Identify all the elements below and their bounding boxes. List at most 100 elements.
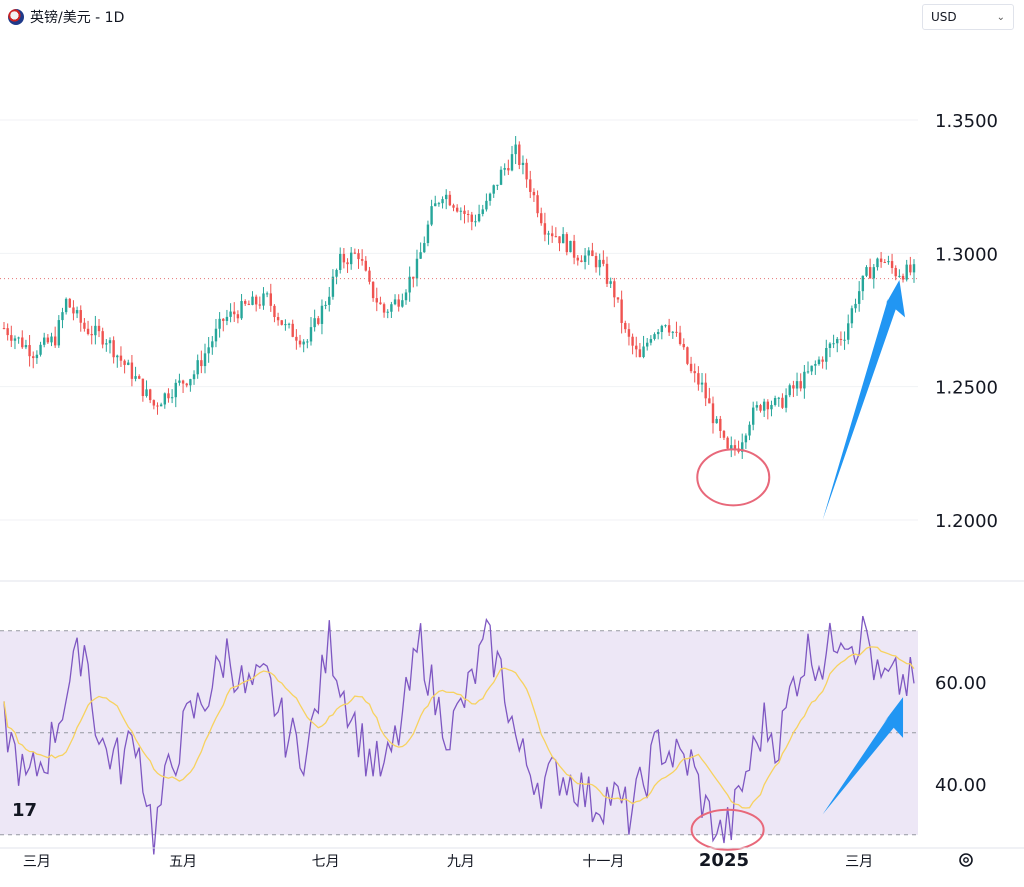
- candle-body: [836, 338, 839, 344]
- candle-body: [353, 252, 357, 254]
- time-axis-label: 三月: [23, 854, 51, 870]
- candle-body: [532, 191, 536, 196]
- candle-body: [507, 168, 510, 171]
- candle-body: [46, 337, 50, 343]
- time-axis-label: 五月: [169, 854, 197, 870]
- candle-body: [105, 343, 108, 345]
- candle-body: [777, 397, 780, 399]
- candle-body: [145, 389, 148, 397]
- candle-body: [631, 336, 634, 346]
- candle-body: [821, 359, 824, 362]
- candle-body: [181, 380, 185, 384]
- candle-body: [905, 264, 908, 280]
- candle-body: [254, 296, 258, 305]
- candle-body: [280, 320, 283, 325]
- candle-body: [57, 320, 61, 346]
- candle-body: [730, 445, 733, 449]
- candle-body: [269, 293, 272, 306]
- candle-body: [50, 336, 53, 343]
- candle-body: [419, 252, 422, 259]
- candle-body: [788, 385, 791, 396]
- candle-body: [825, 347, 828, 362]
- candle-body: [653, 334, 656, 339]
- candle-body: [569, 240, 572, 253]
- candle-body: [594, 256, 598, 268]
- candle-body: [61, 312, 64, 321]
- candle-body: [28, 345, 31, 357]
- candle-body: [627, 329, 631, 337]
- candle-body: [525, 162, 528, 180]
- candle-body: [233, 311, 236, 315]
- candle-body: [441, 199, 444, 204]
- candle-body: [404, 292, 408, 301]
- chart-header: 英镑/美元 - 1D: [8, 6, 124, 28]
- candle-body: [510, 154, 514, 171]
- candle-body: [408, 276, 411, 293]
- currency-flag-icon: [8, 9, 24, 25]
- candle-body: [185, 383, 188, 386]
- time-axis-label: 九月: [447, 854, 475, 870]
- candle-body: [346, 262, 349, 265]
- candle-body: [675, 331, 678, 333]
- candle-body: [872, 267, 875, 279]
- candle-body: [382, 304, 386, 313]
- candle-body: [298, 340, 302, 345]
- candle-body: [313, 318, 316, 328]
- candle-body: [192, 374, 196, 380]
- candle-body: [375, 298, 378, 303]
- candle-body: [499, 169, 503, 185]
- candle-body: [474, 221, 477, 223]
- candle-body: [810, 365, 813, 372]
- candle-body: [108, 340, 112, 344]
- candle-body: [792, 385, 795, 389]
- candle-body: [335, 269, 338, 277]
- candle-body: [320, 305, 324, 324]
- candle-body: [536, 195, 539, 214]
- low-circle-annotation: [696, 448, 771, 507]
- rsi-line: [3, 615, 915, 855]
- candle-body: [605, 263, 609, 284]
- candle-body: [773, 398, 777, 405]
- settings-gear-icon[interactable]: [956, 850, 976, 870]
- candle-body: [784, 395, 788, 408]
- candle-body: [426, 224, 430, 244]
- candle-body: [689, 363, 693, 372]
- candle-body: [331, 276, 335, 297]
- candle-body: [75, 310, 79, 314]
- candle-body: [561, 234, 565, 244]
- candle-body: [170, 397, 174, 399]
- candle-body: [503, 168, 506, 170]
- candle-body: [496, 184, 499, 186]
- candle-body: [24, 345, 28, 348]
- candle-body: [572, 240, 576, 258]
- candle-body: [814, 364, 817, 366]
- rsi-up-arrow-annotation: [822, 697, 904, 815]
- currency-select[interactable]: USD ⌄: [922, 4, 1014, 30]
- candle-body: [741, 442, 744, 452]
- candle-body: [123, 360, 126, 365]
- candle-body: [258, 304, 262, 306]
- candle-body: [262, 293, 265, 306]
- candle-body: [550, 233, 554, 237]
- candle-body: [211, 341, 214, 348]
- candle-body: [21, 337, 24, 348]
- candle-body: [390, 304, 393, 312]
- currency-value: USD: [931, 10, 957, 24]
- candle-body: [598, 259, 601, 268]
- candle-body: [159, 404, 163, 407]
- candle-body: [719, 418, 722, 431]
- candle-body: [700, 382, 704, 385]
- candle-body: [470, 214, 473, 222]
- time-axis-label: 2025: [699, 850, 749, 871]
- candle-body: [284, 324, 287, 326]
- candle-body: [748, 424, 751, 436]
- candle-body: [130, 362, 134, 379]
- candle-body: [671, 331, 674, 333]
- candle-body: [265, 293, 269, 295]
- candle-body: [116, 355, 119, 358]
- candle-body: [437, 203, 441, 205]
- candle-body: [770, 404, 773, 410]
- candle-body: [247, 303, 251, 305]
- candle-body: [481, 209, 484, 214]
